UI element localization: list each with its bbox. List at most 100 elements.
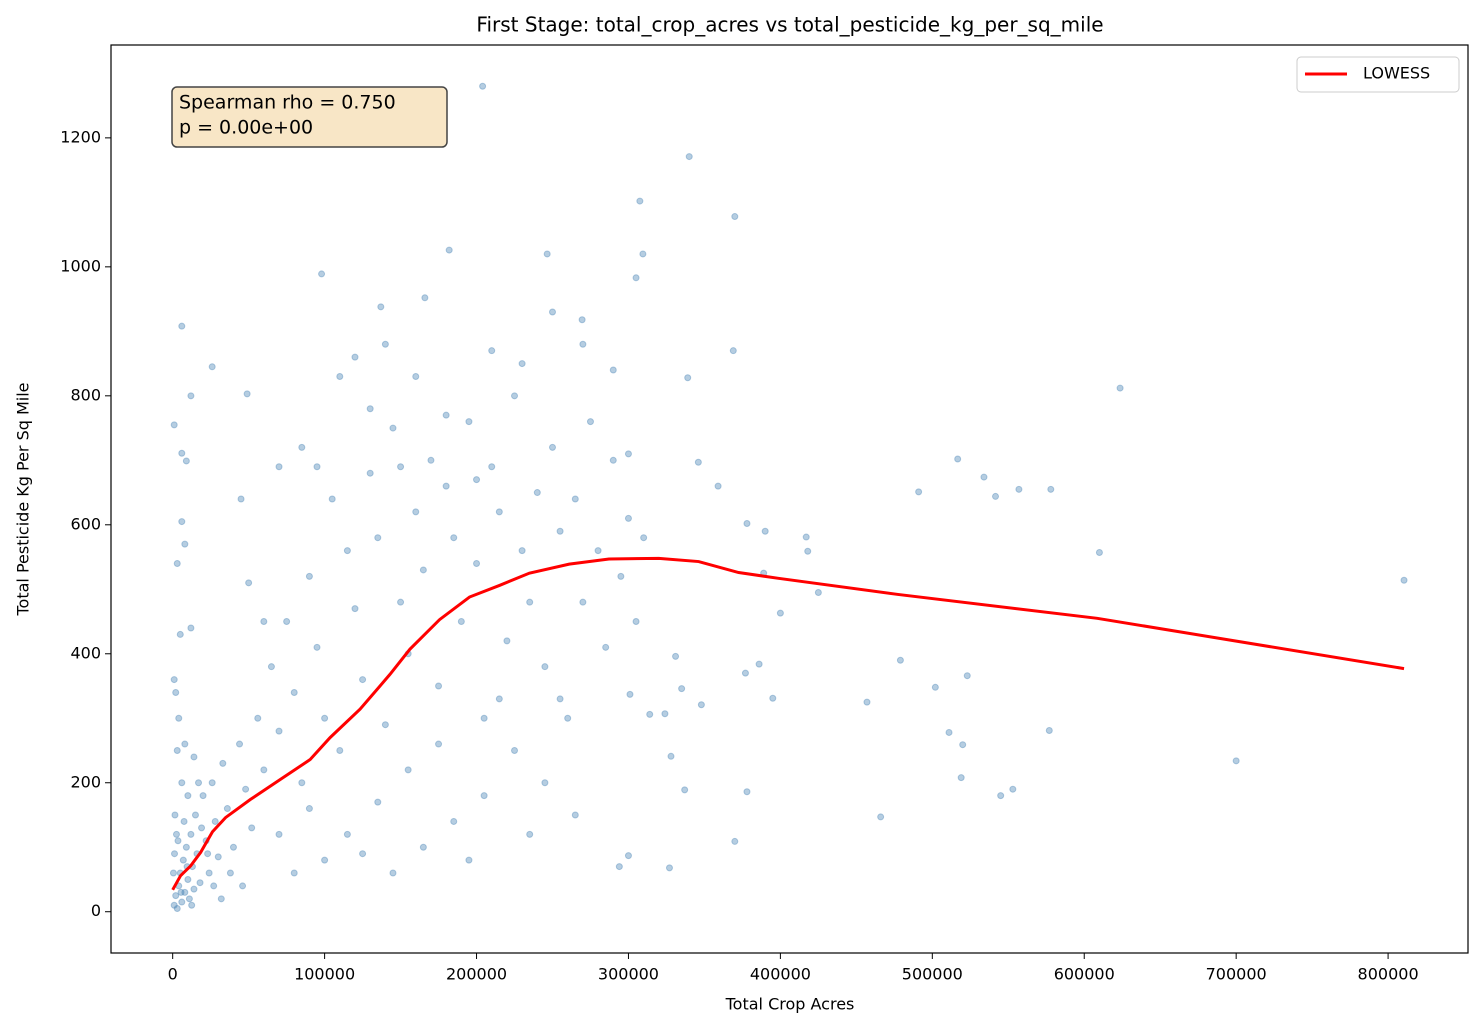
scatter-point <box>579 340 587 348</box>
scatter-point <box>275 727 283 735</box>
scatter-point <box>177 888 185 896</box>
x-tick-label: 500000 <box>902 965 963 984</box>
scatter-point <box>863 698 871 706</box>
scatter-point <box>877 813 885 821</box>
scatter-point <box>992 492 1000 500</box>
scatter-point <box>511 392 519 400</box>
scatter-point <box>556 695 564 703</box>
y-tick-label: 1000 <box>60 256 101 275</box>
scatter-point <box>1045 727 1053 735</box>
plot-frame <box>110 44 1469 954</box>
x-tick-label: 400000 <box>750 965 811 984</box>
x-tick-label: 100000 <box>294 965 355 984</box>
scatter-point <box>776 609 784 617</box>
scatter-point <box>184 875 192 883</box>
x-tick-label: 800000 <box>1358 965 1419 984</box>
scatter-point <box>626 690 634 698</box>
scatter-point <box>182 457 190 465</box>
scatter-point <box>609 366 617 374</box>
scatter-point <box>171 850 179 858</box>
scatter-point <box>450 534 458 542</box>
scatter-point <box>640 534 648 542</box>
scatter-point <box>495 695 503 703</box>
y-tick-label: 400 <box>70 643 101 662</box>
legend-box <box>1296 56 1460 93</box>
scatter-point <box>170 421 178 429</box>
scatter-point <box>313 463 321 471</box>
scatter-point <box>543 250 551 258</box>
scatter-point <box>419 843 427 851</box>
scatter-point <box>731 837 739 845</box>
scatter-point <box>245 579 253 587</box>
annotation-text: Spearman rho = 0.750 <box>179 92 396 114</box>
scatter-point <box>1232 757 1240 765</box>
scatter-point <box>548 443 556 451</box>
scatter-point <box>219 759 227 767</box>
scatter-point <box>283 618 291 626</box>
scatter-point <box>254 714 262 722</box>
scatter-point <box>609 456 617 464</box>
scatter-point <box>802 533 810 541</box>
lowess-line <box>171 556 1405 891</box>
scatter-point <box>374 534 382 542</box>
scatter-point <box>187 624 195 632</box>
scatter-point <box>181 888 189 896</box>
scatter-point <box>435 682 443 690</box>
scatter-point <box>381 721 389 729</box>
scatter-point <box>617 572 625 580</box>
y-tick-label: 0 <box>91 901 101 920</box>
scatter-point <box>412 508 420 516</box>
scatter-point <box>435 740 443 748</box>
scatter-point <box>173 747 181 755</box>
scatter-point <box>646 710 654 718</box>
scatter-point <box>685 153 693 161</box>
scatter-point <box>457 618 465 626</box>
scatter-point <box>169 869 177 877</box>
scatter-point <box>184 792 192 800</box>
scatter-point <box>198 824 206 832</box>
scatter-point <box>229 843 237 851</box>
scatter-point <box>1095 549 1103 557</box>
scatter-point <box>290 688 298 696</box>
y-tick-label: 600 <box>70 514 101 533</box>
scatter-point <box>636 197 644 205</box>
scatter-point <box>804 547 812 555</box>
scatter-point <box>678 685 686 693</box>
scatter-point <box>185 895 193 903</box>
scatter-point <box>465 856 473 864</box>
scatter-point <box>180 817 188 825</box>
x-tick-label: 700000 <box>1206 965 1267 984</box>
scatter-point <box>479 82 487 90</box>
scatter-point <box>275 830 283 838</box>
scatter-point <box>313 643 321 651</box>
x-tick-label: 600000 <box>1054 965 1115 984</box>
scatter-point <box>421 294 429 302</box>
scatter-point <box>248 824 256 832</box>
scatter-point <box>632 618 640 626</box>
scatter-point <box>190 885 198 893</box>
scatter-point <box>181 740 189 748</box>
scatter-point <box>1009 785 1017 793</box>
scatter-point <box>239 882 247 890</box>
scatter-point <box>351 605 359 613</box>
scatter-point <box>624 514 632 522</box>
scatter-point <box>305 572 313 580</box>
scatter-point <box>450 817 458 825</box>
x-axis-label: Total Crop Acres <box>725 995 855 1014</box>
scatter-point <box>495 508 503 516</box>
scatter-point <box>1015 485 1023 493</box>
scatter-point <box>172 892 180 900</box>
scatter-point <box>359 850 367 858</box>
x-tick-label: 300000 <box>598 965 659 984</box>
scatter-point <box>328 495 336 503</box>
scatter-point <box>176 630 184 638</box>
scatter-point <box>190 753 198 761</box>
scatter-point <box>564 714 572 722</box>
scatter-point <box>518 547 526 555</box>
scatter-point <box>743 520 751 528</box>
scatter-point <box>412 372 420 380</box>
scatter-point <box>445 246 453 254</box>
scatter-point <box>267 663 275 671</box>
